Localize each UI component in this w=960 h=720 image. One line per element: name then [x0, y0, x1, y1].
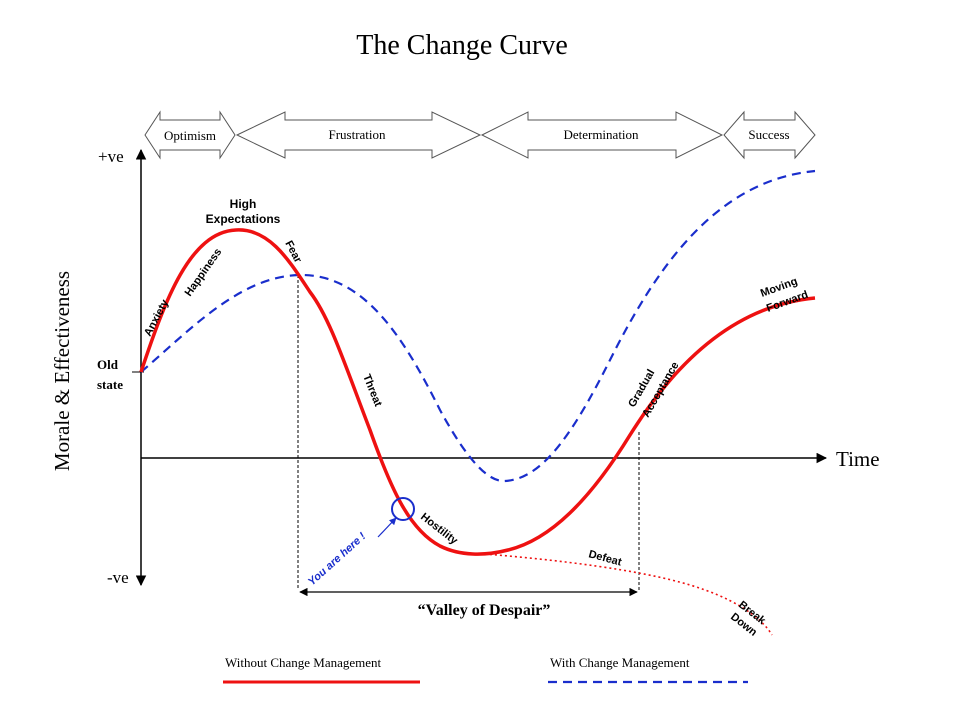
phase-label-optimism: Optimism — [164, 128, 216, 143]
curve-break-down — [484, 553, 773, 636]
curve-with-change-management — [140, 169, 816, 483]
phase-arrow-optimism — [144, 110, 236, 160]
stage-threat: Threat — [360, 373, 384, 409]
phase-label-frustration: Frustration — [328, 127, 386, 142]
y-axis-label: Morale & Effectiveness — [50, 271, 74, 471]
you-are-here-marker — [391, 497, 415, 521]
y-axis-bottom-label: -ve — [107, 568, 129, 587]
old-state-label-line2: state — [97, 377, 123, 392]
legend-label-without: Without Change Management — [225, 655, 382, 670]
stage-happiness: Happiness — [183, 246, 225, 298]
stage-hostility: Hostility — [418, 511, 460, 548]
stage-high-expectations-line2: Expectations — [206, 212, 281, 226]
legend: Without Change Management With Change Ma… — [223, 655, 748, 684]
stage-high-expectations-line1: High — [230, 197, 257, 211]
phase-arrow-success — [723, 110, 816, 160]
you-are-here-arrow — [377, 517, 397, 538]
y-axis-top-label: +ve — [98, 147, 124, 166]
phase-banner — [144, 110, 816, 160]
phase-arrow-frustration — [235, 111, 482, 159]
valley-label: “Valley of Despair” — [418, 602, 551, 619]
legend-label-with: With Change Management — [550, 655, 690, 670]
chart-title: The Change Curve — [356, 30, 568, 61]
old-state-label-line1: Old — [97, 357, 119, 372]
phase-label-success: Success — [748, 127, 789, 142]
stage-anxiety: Anxiety — [142, 297, 172, 338]
x-axis-label: Time — [836, 447, 880, 471]
you-are-here-label: You are here ! — [306, 530, 368, 588]
phase-arrow-determination — [480, 111, 724, 159]
stage-defeat: Defeat — [587, 548, 623, 568]
phase-label-determination: Determination — [563, 127, 639, 142]
curve-without-change-management — [139, 228, 816, 556]
stage-fear: Fear — [282, 239, 304, 266]
